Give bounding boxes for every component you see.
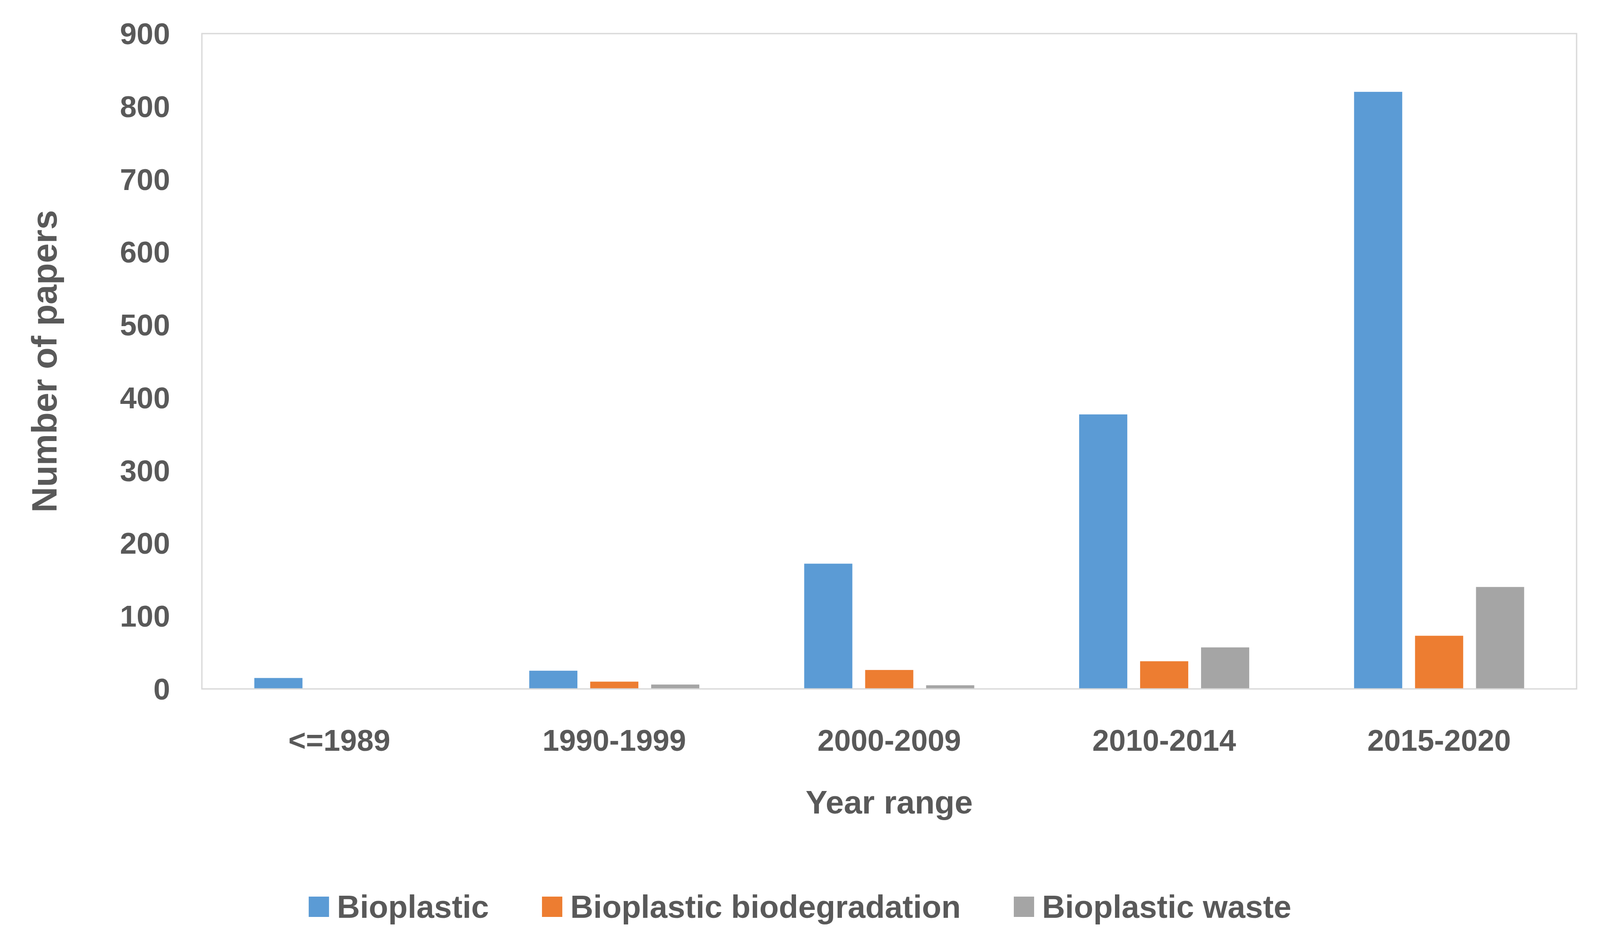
y-tick-label: 300: [120, 453, 171, 488]
legend-swatch: [308, 896, 330, 917]
x-tick-label: 2010-2014: [1092, 723, 1237, 757]
bar: [1475, 586, 1525, 689]
y-tick-label: 200: [120, 526, 171, 560]
y-tick-label: 400: [120, 380, 171, 415]
bar: [804, 563, 853, 689]
bar: [865, 669, 914, 689]
bars: [254, 91, 1525, 689]
x-tick-label: <=1989: [288, 723, 391, 757]
y-tick-label: 900: [120, 16, 171, 51]
legend-swatch: [542, 896, 563, 917]
y-tick-label: 100: [120, 599, 171, 633]
bar: [1079, 414, 1128, 689]
x-tick-label: 2000-2009: [817, 723, 961, 757]
bar: [1140, 660, 1189, 689]
y-tick-label: 600: [120, 235, 171, 269]
legend-label: Bioplastic: [337, 888, 490, 925]
bar: [1414, 635, 1464, 689]
x-tick-label: 1990-1999: [542, 723, 687, 757]
chart-svg: 0 100 200 300 400 500 600 700 800 900 <=1989 1990-1…: [0, 0, 1600, 943]
legend-label: Bioplastic waste: [1042, 888, 1292, 925]
bar: [590, 681, 639, 689]
y-tick-label: 500: [120, 307, 171, 342]
bar: [1353, 91, 1403, 689]
y-tick-label: 0: [153, 671, 171, 706]
chart-root: 0 100 200 300 400 500 600 700 800 900 <=1989 1990-1…: [0, 0, 1600, 943]
legend-label: Bioplastic biodegradation: [570, 888, 961, 925]
y-tick-label: 700: [120, 162, 171, 197]
bar: [1201, 647, 1250, 689]
plot-frame: [201, 33, 1577, 689]
y-axis-title: Number of papers: [24, 209, 65, 513]
bar: [529, 670, 578, 689]
legend: Bioplastic Bioplastic biodegradation Biopl…: [308, 888, 1292, 925]
bar: [254, 677, 303, 689]
legend-swatch: [1013, 896, 1035, 917]
x-axis-title: Year range: [805, 783, 973, 821]
y-tick-label: 800: [120, 89, 171, 124]
x-tick-label: 2015-2020: [1367, 723, 1511, 757]
